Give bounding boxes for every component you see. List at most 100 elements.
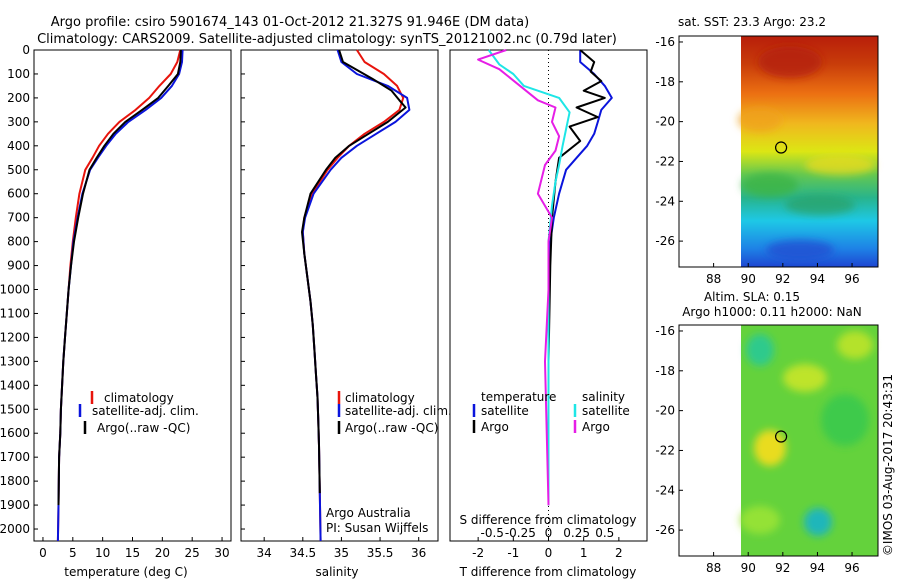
lon-tick-label: 90 — [741, 561, 756, 575]
s-tick-label: 0.25 — [563, 526, 590, 540]
figure-title-line1: Argo profile: csiro 5901674_143 01-Oct-2… — [51, 15, 529, 30]
x-tick-label: 2 — [615, 546, 623, 560]
lat-tick-label: -20 — [655, 115, 675, 129]
x-tick-label: 1 — [580, 546, 588, 560]
x-tick-label: 30 — [214, 546, 229, 560]
depth-tick-label: 800 — [7, 235, 30, 249]
series-line-t-argo — [547, 49, 606, 506]
lon-tick-label: 96 — [844, 561, 859, 575]
salinity-x-label: salinity — [315, 565, 358, 579]
lat-tick-label: -16 — [655, 35, 675, 49]
depth-tick-label: 1400 — [0, 378, 30, 392]
lon-tick-label: 88 — [706, 561, 721, 575]
depth-tick-label: 900 — [7, 259, 30, 273]
depth-tick-label: 1100 — [0, 306, 30, 320]
depth-tick-label: 1200 — [0, 330, 30, 344]
depth-tick-label: 200 — [7, 91, 30, 105]
depth-tick-label: 2000 — [0, 522, 30, 536]
difference-legend: temperature satellite Argo salinity sate… — [472, 390, 630, 434]
depth-tick-label: 1300 — [0, 354, 30, 368]
salinity-annotation-line2: PI: Susan Wijffels — [326, 521, 428, 535]
legend-label-climatology: climatology — [345, 391, 415, 405]
legend-label-s-argo: Argo — [582, 420, 610, 434]
legend-label-t-argo: Argo — [481, 420, 509, 434]
series-line-argo-raw-qc- — [57, 49, 182, 506]
lat-tick-label: -26 — [655, 523, 675, 537]
x-tick-label: 34.5 — [289, 546, 316, 560]
lat-tick-label: -24 — [655, 483, 675, 497]
legend-label-satellite-clim: satellite-adj. clim. — [92, 404, 199, 418]
sst-yellow-patch — [805, 155, 875, 175]
legend-label-argo: Argo(..raw -QC) — [345, 421, 438, 435]
s-tick-label: -0.5 — [481, 526, 504, 540]
salinity-panel: 34 34.5 35 35.5 36 climatology satellite-adj… — [240, 49, 452, 579]
sst-cold-patch — [766, 240, 834, 260]
salinity-plot-frame — [240, 49, 439, 542]
x-tick-label: 25 — [185, 546, 200, 560]
legend-title-salinity: salinity — [582, 390, 625, 404]
temperature-plot-frame — [33, 49, 232, 542]
t-difference-x-label: T difference from climatology — [459, 565, 637, 579]
x-tick-label: 36 — [411, 546, 426, 560]
lon-tick-label: 94 — [810, 561, 825, 575]
x-tick-label: 15 — [125, 546, 140, 560]
x-tick-label: -1 — [507, 546, 519, 560]
sla-field — [740, 325, 878, 556]
x-tick-label: 35.5 — [367, 546, 394, 560]
s-tick-label: 0.5 — [595, 526, 614, 540]
lat-tick-label: -18 — [655, 75, 675, 89]
series-line-argo-raw-qc- — [301, 49, 407, 494]
lon-tick-label: 92 — [775, 272, 790, 286]
depth-tick-label: 600 — [7, 187, 30, 201]
argo-position-marker — [774, 430, 788, 443]
legend-title-temperature: temperature — [481, 390, 556, 404]
legend-label-satellite-clim: satellite-adj. clim. — [345, 404, 452, 418]
depth-tick-label: 300 — [7, 115, 30, 129]
sla-high-patch — [754, 430, 786, 466]
sst-map-title: sat. SST: 23.3 Argo: 23.2 — [678, 15, 826, 29]
legend-label-climatology: climatology — [104, 391, 174, 405]
temperature-x-label: temperature (deg C) — [64, 565, 187, 579]
x-tick-label: 35 — [334, 546, 349, 560]
temperature-legend: climatology satellite-adj. clim. Argo(..… — [78, 391, 199, 435]
lat-tick-label: -22 — [655, 154, 675, 168]
sla-map-subtitle: Argo h1000: 0.11 h2000: NaN — [682, 305, 862, 319]
depth-tick-label: 1900 — [0, 498, 30, 512]
imos-timestamp: ©IMOS 03-Aug-2017 20:43:31 — [881, 374, 895, 556]
depth-tick-label: 0 — [22, 43, 30, 57]
sla-map-panel: Altim. SLA: 0.15 Argo h1000: 0.11 h2000:… — [655, 290, 879, 575]
sst-map-panel: sat. SST: 23.3 Argo: 23.2 88 90 92 94 96 -16 -… — [655, 15, 879, 286]
sla-lime-patch — [740, 506, 780, 534]
lat-tick-label: -24 — [655, 194, 675, 208]
lat-tick-label: -16 — [655, 324, 675, 338]
depth-tick-label: 1700 — [0, 450, 30, 464]
sla-yellow-patch-ne — [837, 331, 873, 359]
lat-tick-label: -20 — [655, 404, 675, 418]
sla-low-patch — [804, 508, 832, 536]
s-tick-label: 0 — [545, 526, 553, 540]
depth-tick-label: 1500 — [0, 402, 30, 416]
depth-tick-label: 500 — [7, 163, 30, 177]
sla-map-title: Altim. SLA: 0.15 — [704, 290, 800, 304]
salinity-annotation-line1: Argo Australia — [326, 506, 411, 520]
lon-tick-label: 94 — [810, 272, 825, 286]
depth-tick-label: 1600 — [0, 426, 30, 440]
x-tick-label: 0 — [39, 546, 47, 560]
s-difference-label: S difference from climatology — [460, 513, 637, 527]
s-tick-label: -0.25 — [505, 526, 536, 540]
x-tick-label: 0 — [545, 546, 553, 560]
sst-warm-patch — [758, 46, 822, 78]
depth-tick-label: 1000 — [0, 283, 30, 297]
sla-yellow-patch — [783, 364, 827, 392]
x-tick-label: 10 — [95, 546, 110, 560]
lat-tick-label: -22 — [655, 443, 675, 457]
sst-orange-patch — [738, 108, 782, 132]
sst-field — [738, 36, 878, 267]
series-line-s-argo — [477, 49, 561, 506]
lon-tick-label: 88 — [706, 272, 721, 286]
sla-teal-patch — [746, 334, 774, 366]
legend-label-s-satellite: satellite — [582, 404, 630, 418]
legend-label-argo: Argo(..raw -QC) — [97, 421, 190, 435]
x-tick-label: -2 — [472, 546, 484, 560]
